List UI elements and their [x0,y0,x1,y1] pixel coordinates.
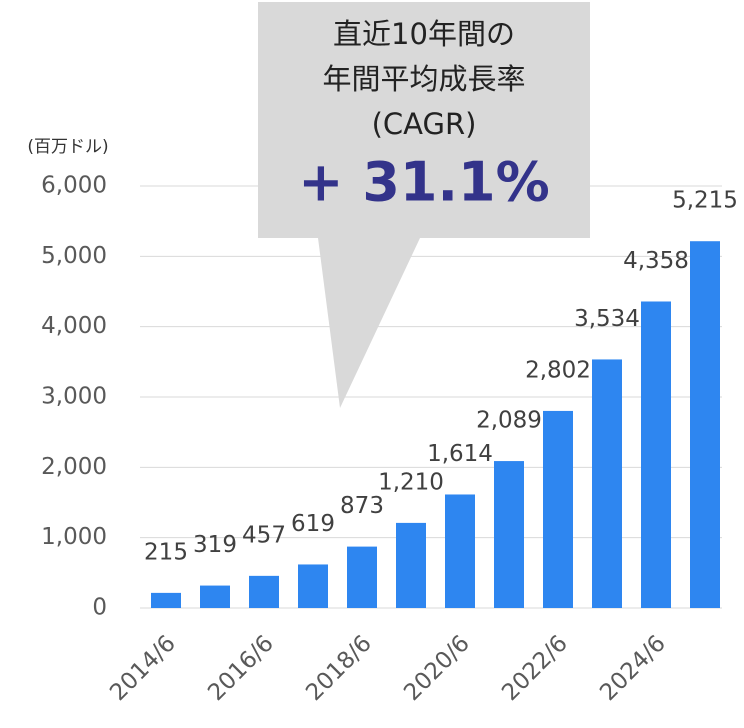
x-tick-label: 2014/6 [105,630,181,706]
x-tick-label: 2016/6 [203,630,279,706]
bar [151,592,181,608]
bar [298,564,328,608]
y-tick-label: 0 [92,595,107,621]
bar [347,546,377,608]
y-tick-label: 5,000 [41,243,107,269]
y-tick-label: 3,000 [41,384,107,410]
value-label: 4,358 [623,248,689,274]
y-axis-unit: (百万ドル) [27,137,108,157]
value-label: 215 [144,539,188,565]
y-tick-label: 2,000 [41,454,107,480]
value-label: 619 [291,511,335,537]
callout-value: + 31.1% [298,151,549,214]
callout-text: (CAGR) [372,107,477,141]
value-label: 319 [193,532,237,558]
bar [445,494,475,608]
x-tick-label: 2024/6 [595,630,671,706]
y-tick-label: 1,000 [41,524,107,550]
bar [200,585,230,608]
bar [249,575,279,608]
bar [494,461,524,608]
value-label: 3,534 [574,306,640,332]
x-tick-label: 2018/6 [301,630,377,706]
callout-text: 直近10年間の [333,17,515,51]
value-label: 1,614 [427,441,493,467]
y-tick-label: 6,000 [41,173,107,199]
value-label: 873 [340,493,384,519]
value-label: 1,210 [378,469,444,495]
x-tick-label: 2020/6 [399,630,475,706]
callout-box [258,2,590,408]
bar [396,522,426,608]
y-tick-label: 4,000 [41,313,107,339]
bar [592,359,622,608]
value-label: 2,089 [476,408,542,434]
value-label: 457 [242,522,286,548]
x-tick-label: 2022/6 [497,630,573,706]
bar [543,410,573,608]
value-label: 5,215 [672,188,738,214]
bar [641,301,671,608]
value-label: 2,802 [525,357,591,383]
bar [690,241,720,608]
callout-text: 年間平均成長率 [322,62,525,96]
